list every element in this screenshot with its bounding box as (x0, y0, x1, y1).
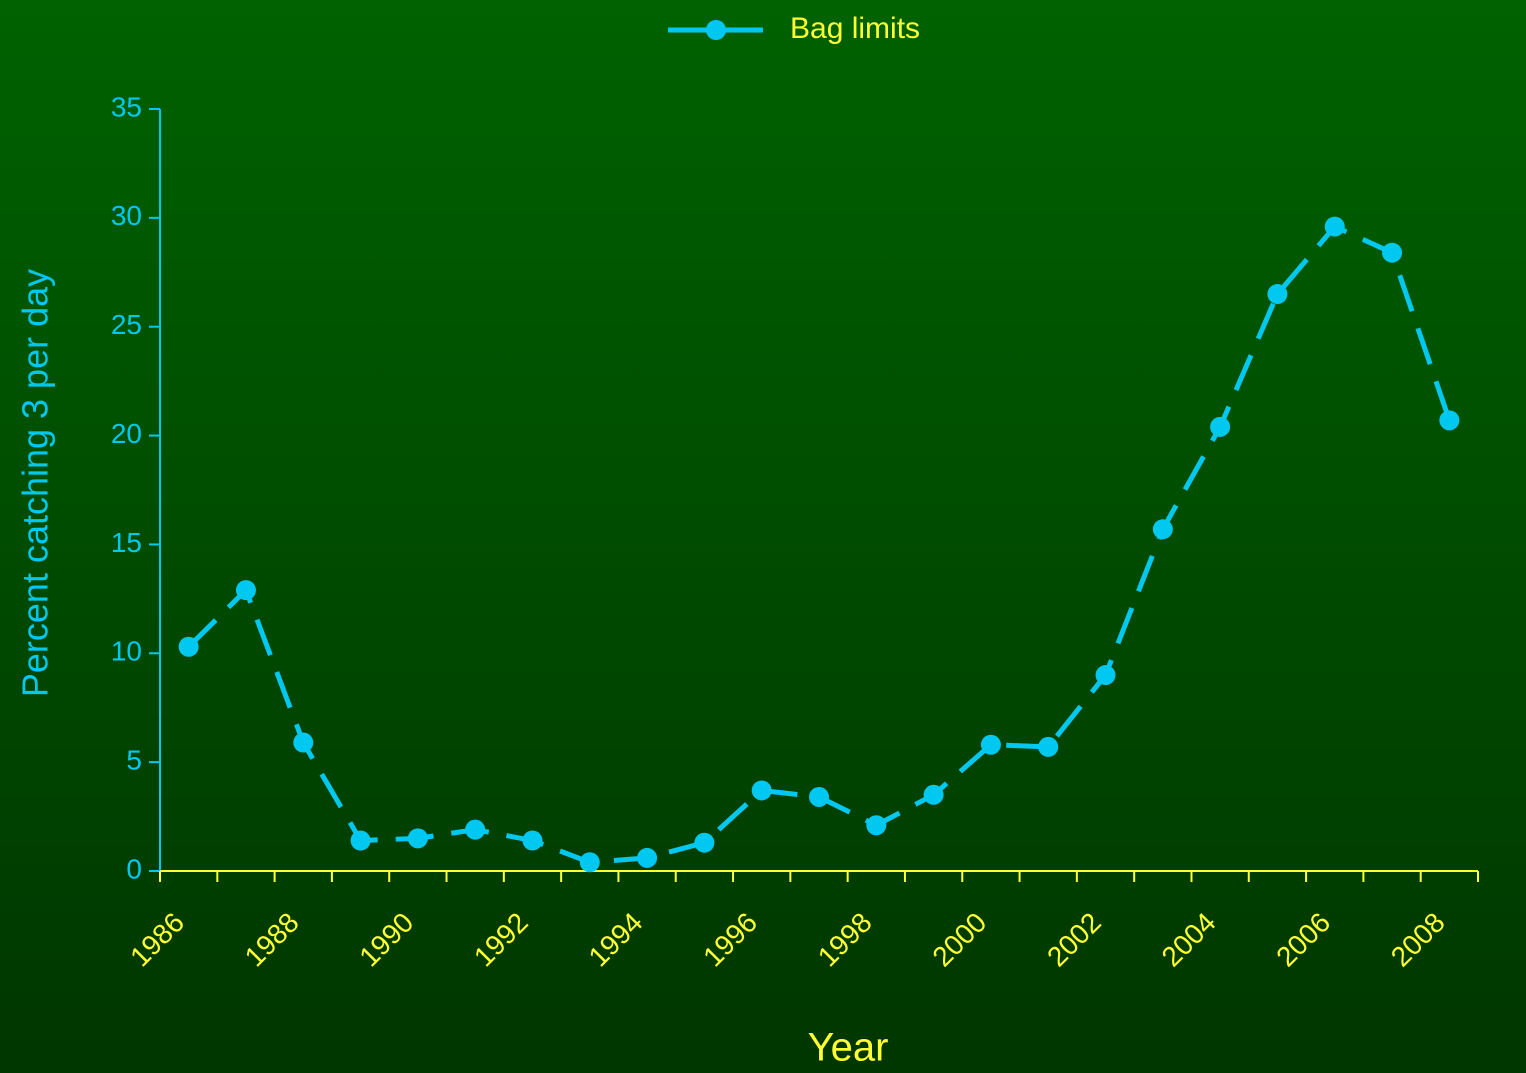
y-tick-label: 25 (111, 309, 142, 340)
data-point (866, 815, 887, 836)
series-line (186, 223, 1452, 865)
data-point (465, 819, 486, 840)
data-point (1439, 410, 1460, 431)
x-tick-label: 1986 (124, 907, 190, 973)
data-point (1382, 242, 1403, 263)
x-tick-label: 1990 (353, 907, 419, 973)
legend-marker (706, 20, 726, 40)
x-tick-label: 1992 (468, 907, 534, 973)
data-point (1152, 519, 1173, 540)
data-point (751, 780, 772, 801)
data-point (1210, 416, 1231, 437)
x-tick-label: 2008 (1385, 907, 1451, 973)
data-point (980, 734, 1001, 755)
data-point (1095, 665, 1116, 686)
x-tick-label: 1996 (697, 907, 763, 973)
data-point (809, 786, 829, 807)
x-axis-title: Year (808, 1026, 889, 1070)
data-point (1038, 736, 1059, 757)
data-point (350, 830, 371, 851)
y-tick-label: 0 (126, 853, 142, 884)
data-point (694, 832, 715, 853)
y-tick-label: 20 (111, 418, 142, 449)
data-point (1267, 284, 1288, 305)
data-point (579, 852, 600, 873)
data-point (235, 580, 256, 601)
data-point (637, 847, 658, 868)
y-tick-label: 30 (111, 200, 142, 231)
y-axis-title: Percent catching 3 per day (15, 269, 56, 697)
y-tick-label: 35 (111, 91, 142, 122)
x-tick-label: 1998 (812, 907, 878, 973)
data-point (293, 732, 314, 753)
data-point (1324, 216, 1345, 237)
x-tick-label: 1994 (583, 907, 649, 973)
x-tick-label: 2002 (1041, 907, 1107, 973)
legend-label: Bag limits (790, 12, 920, 45)
x-tick-label: 2006 (1270, 907, 1336, 973)
x-tick-label: 2000 (926, 907, 992, 973)
y-tick-label: 5 (126, 745, 142, 776)
data-point (522, 830, 543, 851)
data-point (407, 828, 428, 849)
data-point (923, 784, 944, 805)
y-tick-label: 15 (111, 527, 142, 558)
data-point (178, 636, 199, 657)
y-tick-label: 10 (111, 636, 142, 667)
x-tick-label: 2004 (1156, 907, 1222, 973)
x-tick-label: 1988 (239, 907, 305, 973)
